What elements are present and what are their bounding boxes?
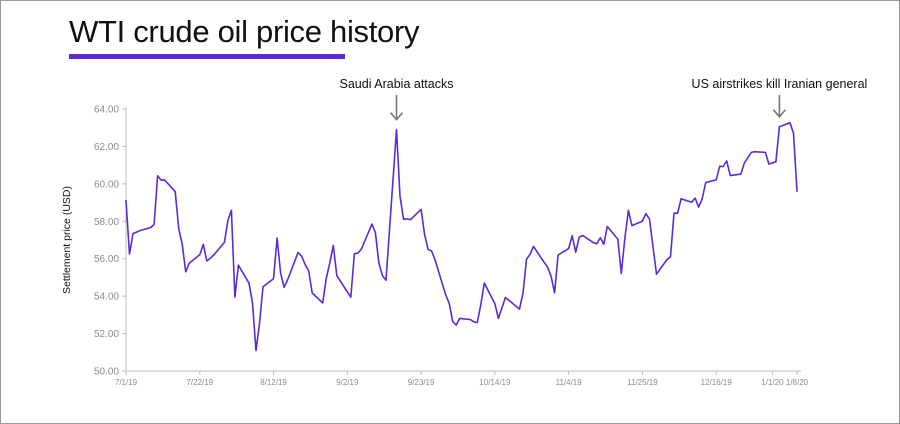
x-tick-label: 1/1/20 bbox=[761, 378, 784, 387]
title-underline bbox=[69, 54, 345, 59]
chart-title: WTI crude oil price history bbox=[69, 14, 420, 49]
annotation-arrow-head bbox=[772, 109, 787, 119]
x-tick-label: 10/14/19 bbox=[479, 378, 511, 387]
y-tick-label: 50.00 bbox=[94, 367, 119, 378]
x-tick-label: 11/25/19 bbox=[627, 378, 658, 387]
annotation-arrow-head bbox=[389, 112, 404, 121]
x-tick-label: 8/12/19 bbox=[260, 378, 287, 387]
y-tick-label: 56.00 bbox=[94, 254, 119, 265]
y-tick-label: 64.00 bbox=[94, 105, 119, 116]
x-tick-label: 7/22/19 bbox=[186, 378, 213, 387]
x-tick-label: 11/4/19 bbox=[556, 378, 583, 387]
y-tick-label: 58.00 bbox=[94, 217, 119, 228]
x-tick-label: 9/2/19 bbox=[336, 378, 359, 387]
y-tick-label: 52.00 bbox=[94, 329, 119, 340]
x-tick-label: 1/8/20 bbox=[786, 378, 809, 387]
y-tick-label: 54.00 bbox=[94, 292, 119, 303]
x-tick-label: 7/1/19 bbox=[115, 378, 138, 387]
series-line bbox=[125, 121, 798, 352]
y-axis-label: Settlement price (USD) bbox=[61, 186, 73, 294]
annotation-label: Saudi Arabia attacks bbox=[340, 77, 454, 91]
x-tick-label: 12/16/19 bbox=[701, 378, 733, 387]
annotation-label: US airstrikes kill Iranian general bbox=[692, 77, 868, 91]
x-tick-label: 9/23/19 bbox=[408, 378, 435, 387]
y-tick-label: 60.00 bbox=[94, 179, 119, 190]
y-tick-label: 62.00 bbox=[94, 142, 119, 153]
